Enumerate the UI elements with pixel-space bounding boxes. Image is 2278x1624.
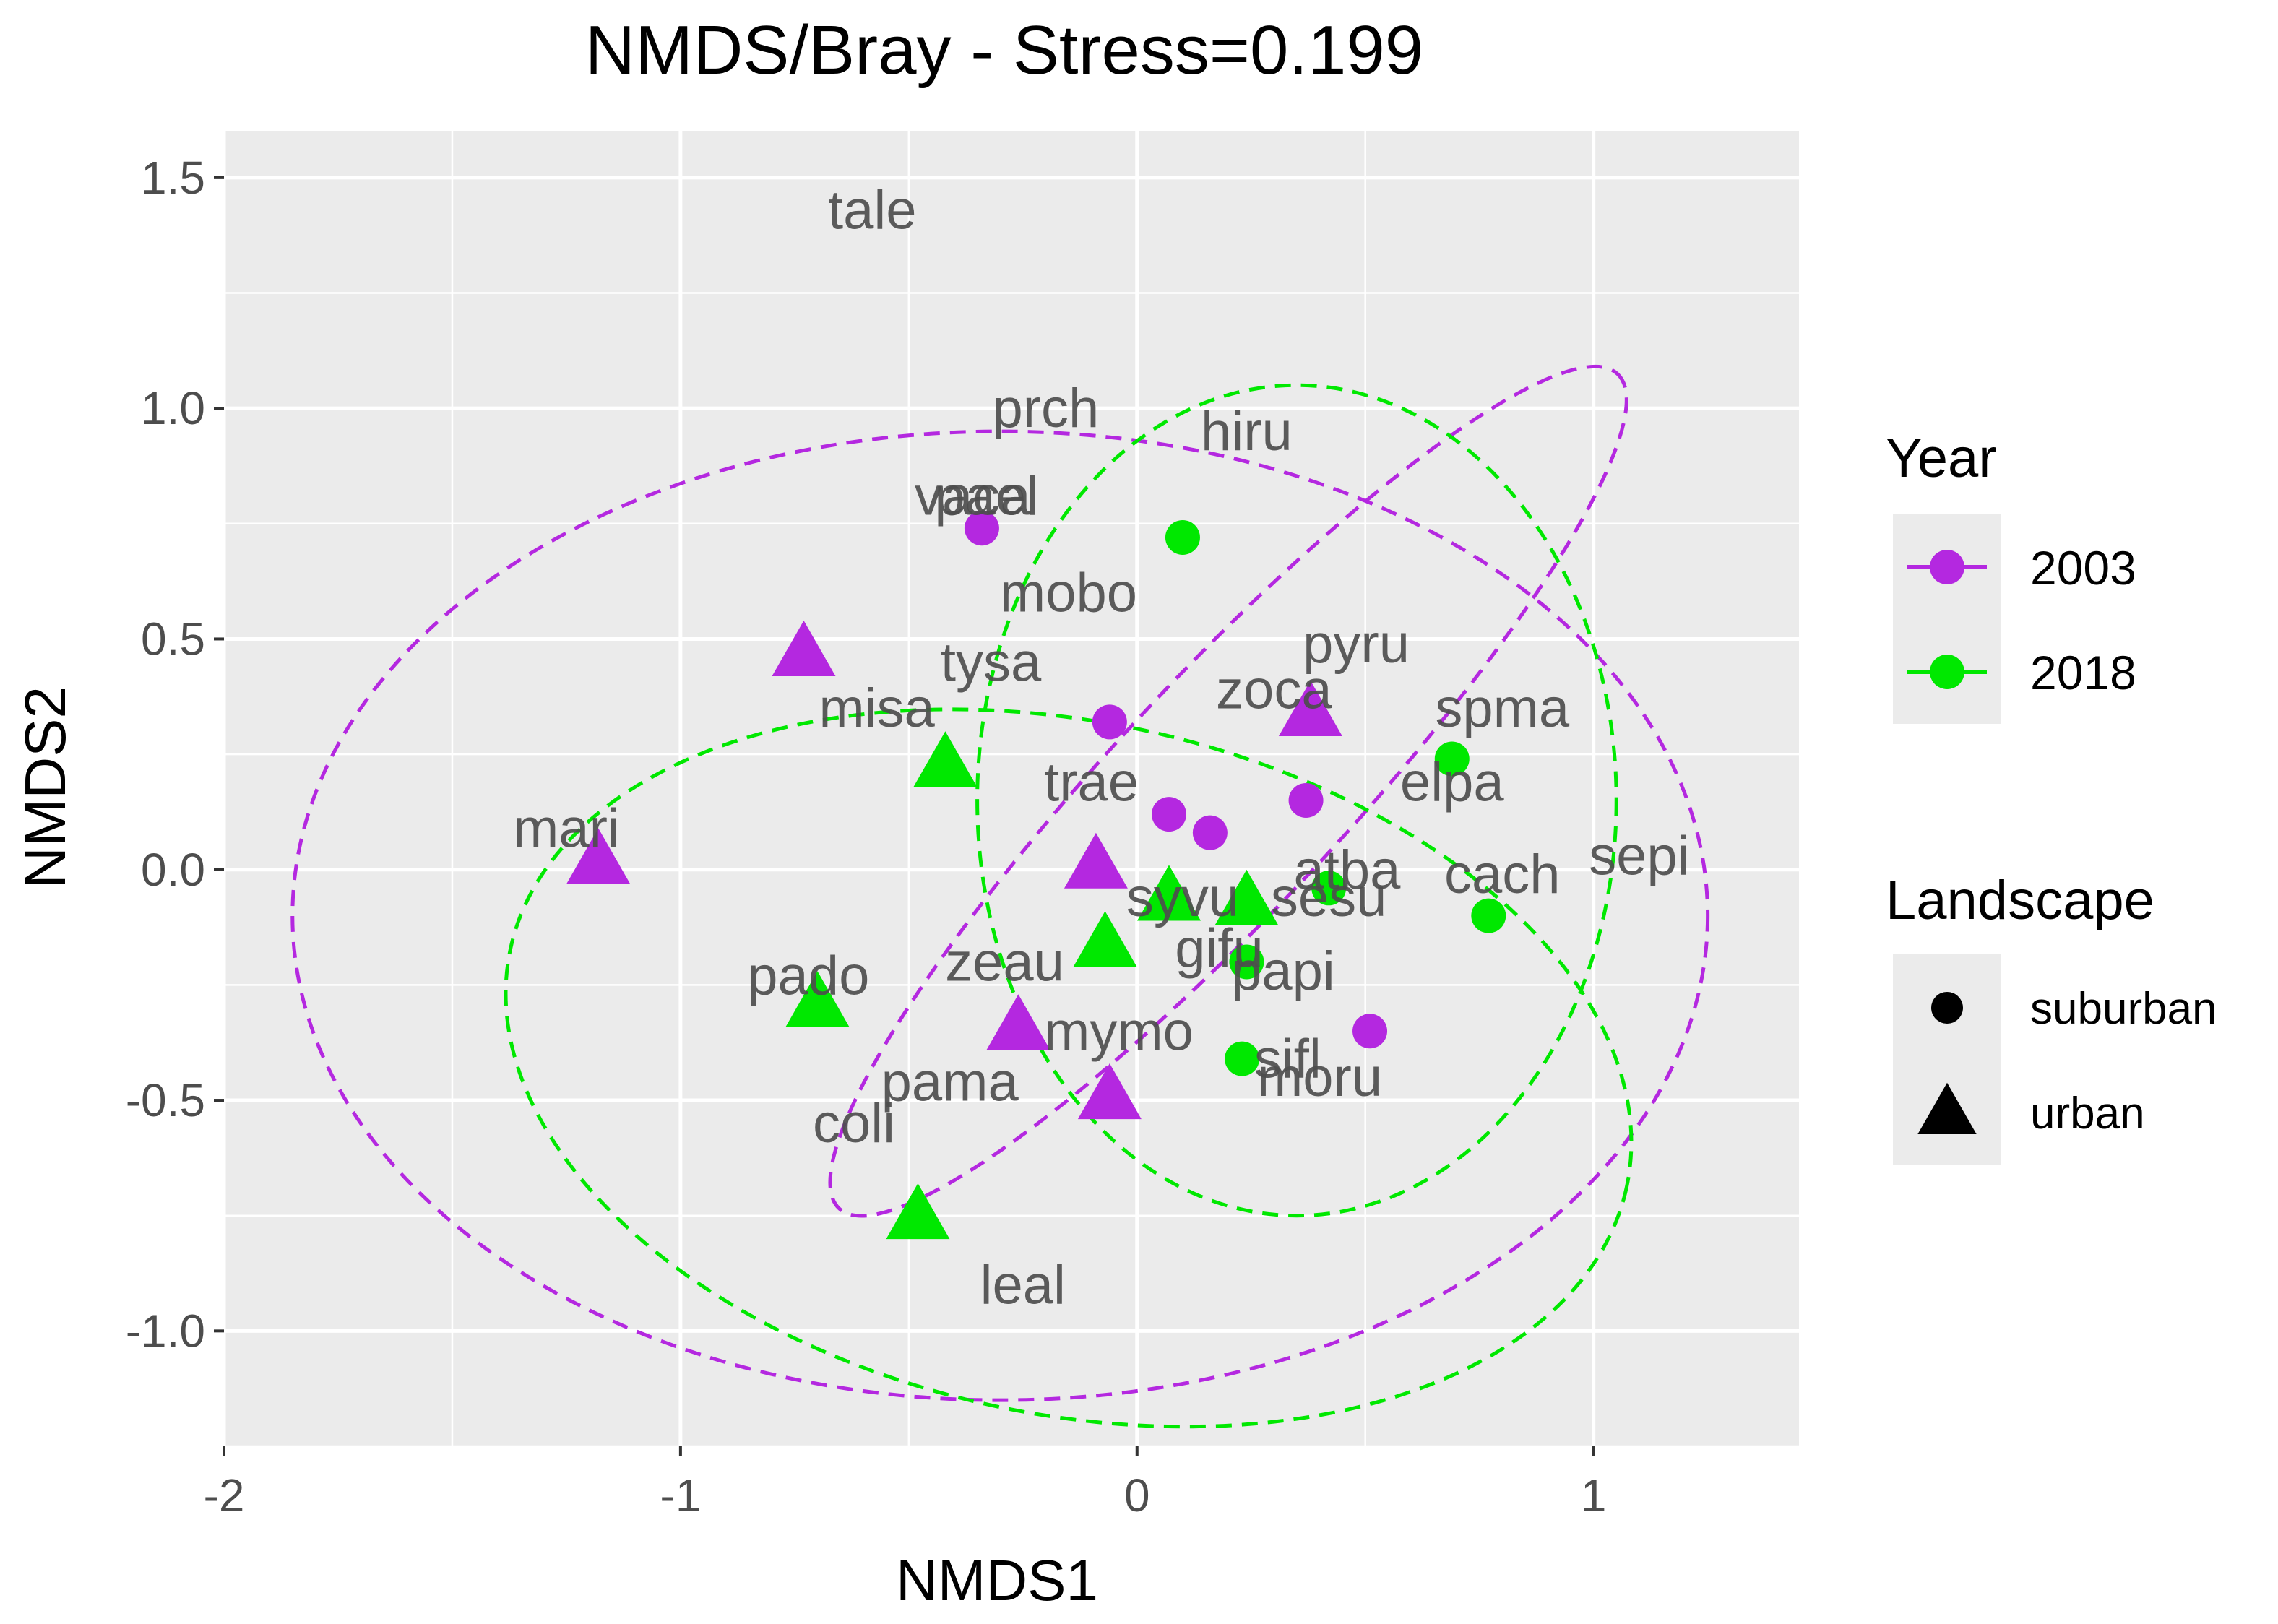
legend-year-items: 2003 2018 — [1907, 541, 2136, 699]
point-2018-suburban — [1434, 741, 1470, 777]
point-2003-suburban — [1152, 797, 1186, 832]
sample-points — [566, 511, 1506, 1240]
confidence-ellipses — [290, 364, 1710, 1429]
y-axis-title: NMDS2 — [13, 686, 77, 889]
species-label-tysa: tysa — [941, 631, 1042, 693]
species-label-mari: mari — [513, 798, 620, 859]
point-2018-suburban — [1471, 898, 1506, 933]
species-label-atba: atba — [1293, 839, 1401, 901]
legend-landscape-title: Landscape — [1886, 870, 2154, 931]
species-label-gifu: gifu — [1175, 917, 1264, 979]
legend-landscape-items: suburban urban — [1917, 984, 2217, 1139]
y-tick-label: 1.5 — [141, 152, 205, 204]
ellipse-2018 — [975, 383, 1618, 1218]
ellipse-2003 — [290, 429, 1710, 1402]
species-label-syvu: syvu — [1126, 867, 1239, 928]
legend-year-keys — [1893, 514, 2001, 724]
point-2018-urban — [1214, 869, 1279, 925]
legend-landscape-label-urban: urban — [2030, 1089, 2145, 1139]
plot-panel — [224, 131, 1799, 1446]
species-label-hiru: hiru — [1201, 401, 1293, 462]
ellipse-2003 — [828, 364, 1628, 1218]
x-tick-label: 1 — [1581, 1469, 1607, 1521]
legend-key-suburban — [1931, 992, 1963, 1024]
legend-year-label-2018: 2018 — [2030, 646, 2136, 699]
point-2018-urban — [913, 731, 978, 787]
point-2018-urban — [886, 1183, 950, 1240]
point-2003-suburban — [1192, 815, 1228, 850]
legend-year-label-2003: 2003 — [2030, 541, 2136, 595]
x-tick-label: -1 — [660, 1469, 701, 1521]
legend: Year 2003 2018 Landscape suburban urban — [1886, 428, 2217, 1165]
point-2003-urban — [566, 828, 631, 884]
legend-year-title: Year — [1886, 428, 1997, 489]
point-2003-urban — [772, 620, 836, 677]
species-label-tale: tale — [828, 180, 917, 241]
species-label-sesu: sesu — [1271, 867, 1387, 928]
axes: -2 -1 0 1 -1.0 -0.5 0.0 0.5 1.0 1.5 — [126, 152, 1607, 1521]
grid-major-lines — [222, 131, 1799, 1446]
species-label-pael: pael — [934, 465, 1038, 527]
point-2018-suburban — [1311, 871, 1347, 906]
point-2018-urban — [1137, 865, 1201, 921]
ellipse-2018 — [504, 707, 1634, 1429]
point-2003-suburban — [964, 511, 999, 546]
species-label-pado: pado — [747, 946, 869, 1007]
species-label-mobo: mobo — [1000, 563, 1137, 624]
point-2003-suburban — [1092, 704, 1127, 740]
legend-key-point-2003 — [1930, 550, 1964, 584]
species-label-spma: spma — [1435, 678, 1570, 739]
species-label-papi: papi — [1231, 941, 1335, 1002]
species-label-leal: leal — [980, 1254, 1066, 1316]
species-label-pyru: pyru — [1303, 613, 1410, 675]
point-2018-urban — [785, 971, 850, 1027]
species-label-vaca: vaca — [915, 465, 1031, 527]
y-tick-label: -1.0 — [126, 1305, 205, 1357]
x-tick-label: 0 — [1124, 1469, 1150, 1521]
species-label-trae: trae — [1044, 751, 1139, 813]
point-2003-urban — [986, 994, 1050, 1050]
point-2003-urban — [1278, 680, 1342, 737]
species-label-cach: cach — [1444, 844, 1561, 905]
x-axis-title: NMDS1 — [896, 1548, 1098, 1612]
point-2003-suburban — [1288, 782, 1324, 818]
species-label-prch: prch — [992, 378, 1099, 439]
species-label-pama: pama — [881, 1052, 1019, 1113]
point-2018-suburban — [1229, 944, 1264, 980]
point-2018-urban — [1073, 911, 1137, 967]
x-tick-label: -2 — [204, 1469, 245, 1521]
species-label-zoca: zoca — [1216, 660, 1332, 721]
species-label-moru: moru — [1257, 1047, 1382, 1108]
y-tick-label: 0.0 — [141, 844, 205, 896]
species-label-sepi: sepi — [1589, 826, 1689, 887]
point-2018-suburban — [1225, 1041, 1260, 1076]
species-label-elpa: elpa — [1400, 751, 1504, 813]
species-label-misa: misa — [819, 678, 935, 739]
legend-landscape-label-suburban: suburban — [2030, 984, 2217, 1034]
species-label-zeau: zeau — [945, 931, 1064, 993]
legend-key-point-2018 — [1930, 655, 1964, 689]
y-tick-label: 0.5 — [141, 613, 205, 665]
point-2003-urban — [1064, 832, 1128, 889]
point-2003-urban — [1077, 1063, 1142, 1120]
y-tick-label: 1.0 — [141, 382, 205, 434]
legend-key-urban — [1917, 1082, 1977, 1134]
point-2003-suburban — [1352, 1014, 1388, 1049]
species-label-sifl: sifl — [1254, 1029, 1321, 1090]
point-2018-suburban — [1165, 519, 1200, 555]
y-tick-label: -0.5 — [126, 1074, 205, 1126]
species-label-coli: coli — [813, 1093, 895, 1154]
species-label-mymo: mymo — [1044, 1001, 1194, 1062]
chart-title: NMDS/Bray - Stress=0.199 — [585, 12, 1423, 89]
